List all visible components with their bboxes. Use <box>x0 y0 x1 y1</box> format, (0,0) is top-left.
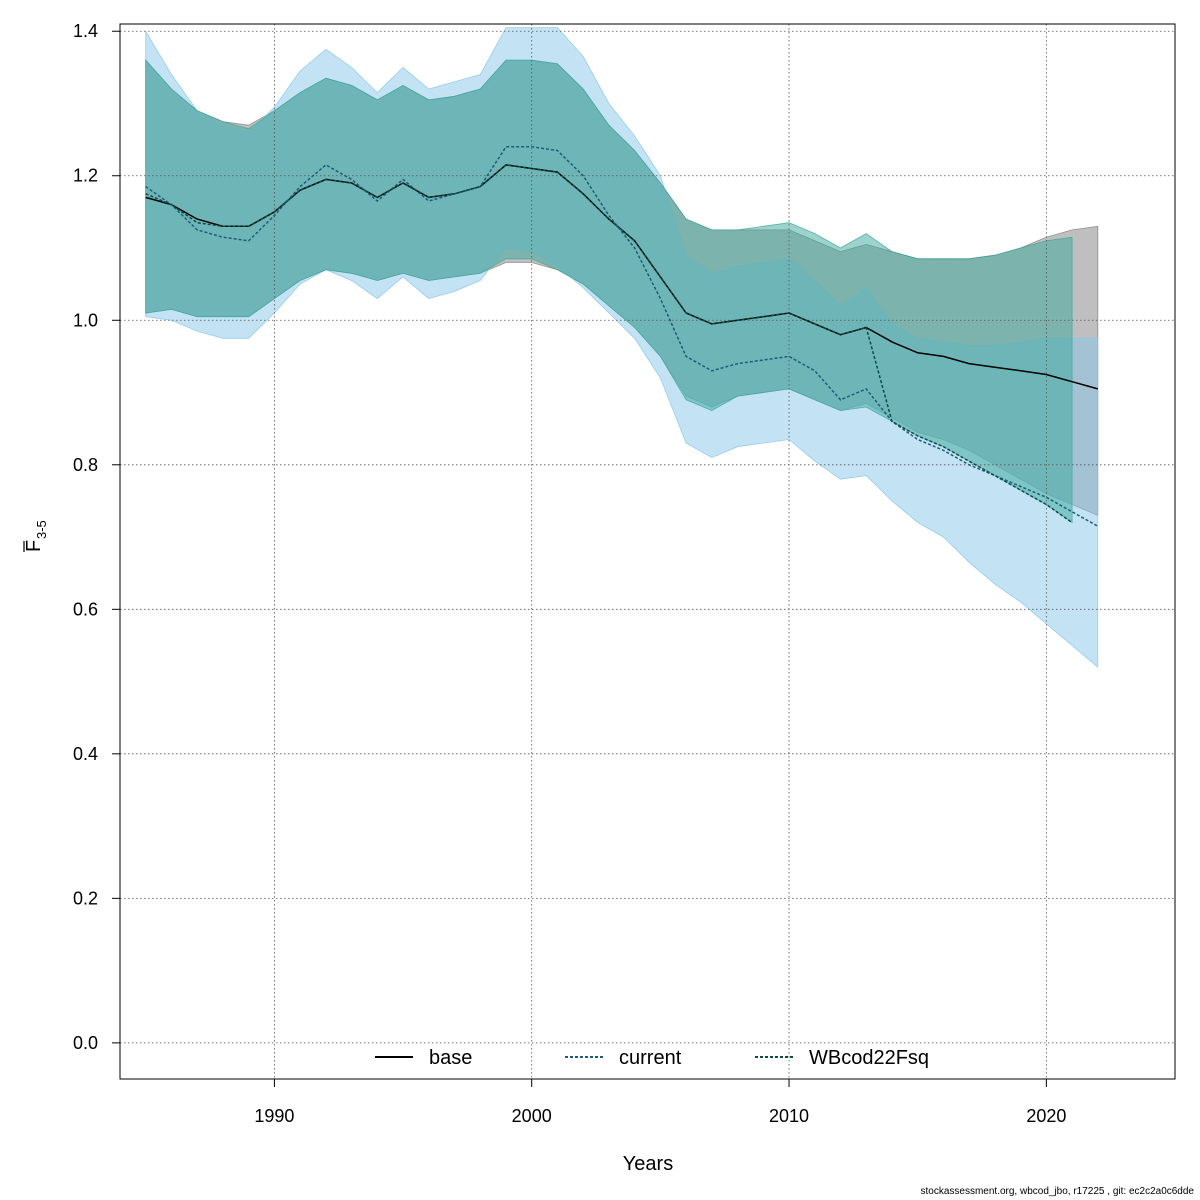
y-tick-label-1: 1.0 <box>73 310 98 330</box>
y-tick-label-0-2: 0.2 <box>73 888 98 908</box>
y-tick-label-0: 0.0 <box>73 1033 98 1053</box>
y-axis-title-sub: 3-5 <box>34 520 49 539</box>
confidence-bands <box>145 27 1099 668</box>
y-tick-label-0-8: 0.8 <box>73 455 98 475</box>
y-tick-label-1-4: 1.4 <box>73 21 98 41</box>
line-current <box>145 146 1099 527</box>
legend-label-wbcod22fsq: WBcod22Fsq <box>809 1047 929 1069</box>
x-tick-label-2000: 2000 <box>512 1106 552 1126</box>
legend-label-base: base <box>429 1047 472 1069</box>
x-tick-label-2010: 2010 <box>769 1106 809 1126</box>
x-tick-label-2020: 2020 <box>1026 1106 1066 1126</box>
footer-credit: stockassessment.org, wbcod_jbo, r17225 ,… <box>920 1186 1195 1197</box>
y-tick-label-0-6: 0.6 <box>73 599 98 619</box>
x-tick-label-1990: 1990 <box>254 1106 294 1126</box>
plot-frame <box>119 23 1176 1080</box>
x-axis: 1990 2000 2010 2020 <box>254 1079 1066 1126</box>
legend: base current WBcod22Fsq <box>375 1047 929 1069</box>
y-tick-label-0-4: 0.4 <box>73 744 98 764</box>
y-axis-title-main: F <box>23 540 45 552</box>
y-tick-label-1-2: 1.2 <box>73 166 98 186</box>
legend-label-current: current <box>619 1047 682 1069</box>
line-wbcod22fsq <box>145 164 1073 524</box>
series-lines <box>145 146 1099 527</box>
y-axis-title: F 3-5 <box>23 520 49 552</box>
x-axis-title: Years <box>623 1153 673 1175</box>
y-axis: 0.0 0.2 0.4 0.6 0.8 1.0 1.2 1.4 <box>73 21 120 1053</box>
